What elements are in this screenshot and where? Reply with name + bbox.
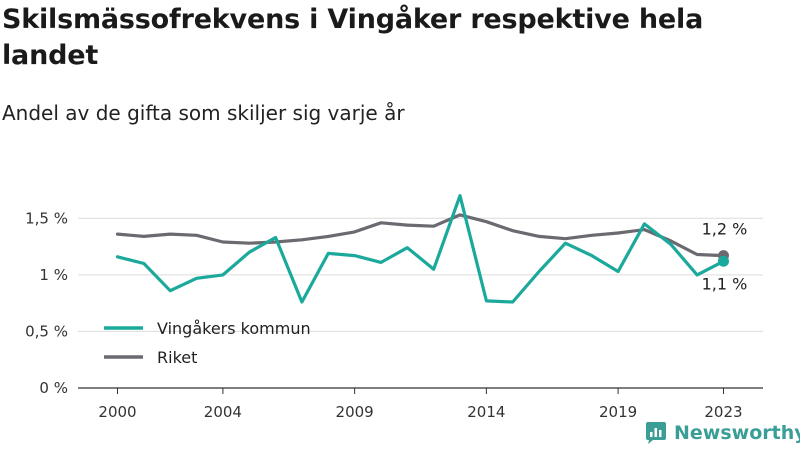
newsworthy-chart-logo-icon — [646, 422, 666, 444]
end-labels: 1,1 % 1,2 % — [702, 220, 748, 294]
y-tick-label: 0,5 % — [25, 322, 68, 340]
x-tick-label: 2023 — [704, 403, 742, 421]
x-tick-label: 2004 — [204, 403, 242, 421]
legend: Vingåkers kommun Riket — [104, 319, 311, 367]
x-tick-label: 2019 — [599, 403, 637, 421]
series-line-riket — [115, 213, 726, 258]
y-tick-label: 1 % — [39, 266, 68, 284]
end-value-label: 1,1 % — [702, 274, 748, 293]
chart-title: Skilsmässofrekvens i Vingåker respektive… — [2, 4, 704, 71]
end-value-label: 1,2 % — [702, 220, 748, 239]
x-tick-label: 2014 — [467, 403, 505, 421]
brand-name: Newsworthy — [674, 422, 800, 444]
series-line-ving-kers-kommun — [115, 194, 726, 304]
series-end-point — [717, 255, 729, 267]
legend-label: Riket — [157, 348, 197, 367]
legend-label: Vingåkers kommun — [157, 319, 311, 338]
x-axis: 2000 2004 2009 2014 2019 2023 — [98, 388, 743, 421]
newsworthy-brand: Newsworthy — [644, 418, 800, 448]
y-axis: 0 % 0,5 % 1 % 1,5 % — [25, 209, 68, 397]
y-tick-label: 1,5 % — [25, 209, 68, 227]
gridlines — [78, 217, 763, 389]
y-tick-label: 0 % — [39, 379, 68, 397]
chart-subtitle: Andel av de gifta som skiljer sig varje … — [2, 101, 405, 125]
series-lines — [115, 194, 729, 304]
x-tick-label: 2009 — [336, 403, 374, 421]
x-tick-label: 2000 — [98, 403, 136, 421]
